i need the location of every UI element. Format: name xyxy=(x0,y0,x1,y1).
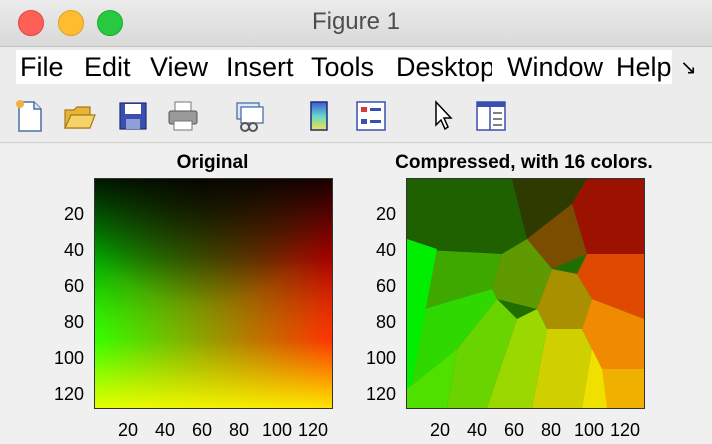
ytick-right-60: 60 xyxy=(376,276,397,296)
xtick-left-100: 100 xyxy=(262,420,293,440)
xtick-left-20: 20 xyxy=(118,420,139,440)
compressed-image[interactable] xyxy=(406,178,645,409)
ytick-right-100: 100 xyxy=(366,348,397,368)
ytick-left-40: 40 xyxy=(64,240,85,260)
menu-view[interactable]: View xyxy=(150,52,209,82)
menu-file[interactable]: File xyxy=(20,52,64,82)
menu-overflow-icon[interactable]: ↘ xyxy=(680,57,697,79)
ytick-right-40: 40 xyxy=(376,240,397,260)
menu-insert[interactable]: Insert xyxy=(226,52,294,82)
open-file-icon[interactable] xyxy=(62,98,96,134)
title-bar[interactable]: Figure 1 xyxy=(0,0,712,47)
menu-window[interactable]: Window xyxy=(507,52,603,82)
xtick-right-40: 40 xyxy=(467,420,488,440)
menu-edit[interactable]: Edit xyxy=(84,52,131,82)
menu-bar: File Edit View Insert Tools Desktop Wind… xyxy=(16,50,672,84)
menu-desktop[interactable]: Desktop xyxy=(396,52,492,82)
menu-help[interactable]: Help xyxy=(616,52,672,82)
close-button[interactable] xyxy=(18,10,44,36)
xtick-right-80: 80 xyxy=(541,420,562,440)
figure-canvas[interactable]: Original xyxy=(0,144,712,444)
link-plot-icon[interactable] xyxy=(232,98,266,134)
ytick-left-100: 100 xyxy=(54,348,85,368)
ytick-right-20: 20 xyxy=(376,204,397,224)
xtick-left-80: 80 xyxy=(229,420,250,440)
toolbar xyxy=(0,90,712,143)
save-icon[interactable] xyxy=(116,98,150,134)
minimize-button[interactable] xyxy=(58,10,84,36)
xtick-right-20: 20 xyxy=(430,420,451,440)
menu-tools[interactable]: Tools xyxy=(311,52,375,82)
original-image[interactable] xyxy=(94,178,333,409)
xtick-right-60: 60 xyxy=(504,420,525,440)
window-title: Figure 1 xyxy=(311,8,401,35)
xtick-right-120: 120 xyxy=(610,420,641,440)
edit-plot-icon[interactable] xyxy=(426,98,460,134)
ytick-left-120: 120 xyxy=(54,384,85,404)
ytick-right-120: 120 xyxy=(366,384,397,404)
xtick-left-60: 60 xyxy=(192,420,213,440)
ytick-right-80: 80 xyxy=(376,312,397,332)
property-inspector-icon[interactable] xyxy=(474,98,508,134)
print-icon[interactable] xyxy=(166,98,200,134)
zoom-button[interactable] xyxy=(97,10,123,36)
xtick-left-40: 40 xyxy=(155,420,176,440)
ytick-left-20: 20 xyxy=(64,204,85,224)
xtick-right-100: 100 xyxy=(574,420,605,440)
axes-title-original: Original xyxy=(176,152,249,173)
axes-title-compressed: Compressed, with 16 colors. xyxy=(395,152,653,173)
ytick-left-60: 60 xyxy=(64,276,85,296)
colorbar-icon[interactable] xyxy=(302,98,336,134)
new-figure-icon[interactable] xyxy=(12,98,46,134)
xtick-left-120: 120 xyxy=(298,420,329,440)
ytick-left-80: 80 xyxy=(64,312,85,332)
legend-icon[interactable] xyxy=(354,98,388,134)
